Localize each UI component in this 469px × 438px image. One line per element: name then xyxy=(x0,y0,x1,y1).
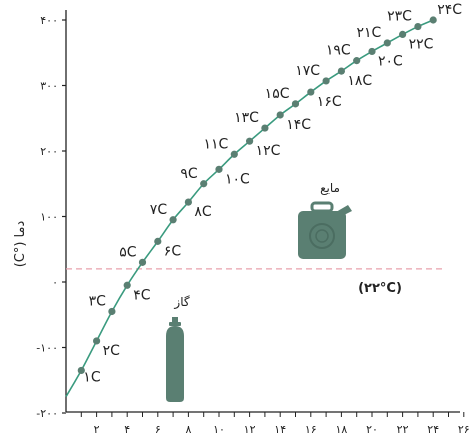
data-point xyxy=(77,366,85,375)
data-point xyxy=(215,165,223,173)
liquid-label: مایع xyxy=(320,181,340,195)
point-label: ۱۱C xyxy=(203,136,228,152)
point-label: ۱۴C xyxy=(286,117,311,133)
x-tick-label: ۱۸ xyxy=(335,423,347,436)
point-label: ۱۰C xyxy=(225,171,250,187)
data-point xyxy=(230,150,238,158)
gas-cylinder-icon xyxy=(166,317,184,402)
x-tick-label: ۸ xyxy=(185,423,191,436)
point-label: ۱۵C xyxy=(265,86,290,102)
point-label: ۲۳C xyxy=(387,9,412,25)
data-point xyxy=(383,39,391,47)
data-point xyxy=(138,258,147,266)
x-tick-label: ۲۲ xyxy=(397,423,409,436)
data-point xyxy=(123,281,131,289)
y-tick-label: ۱۰۰ xyxy=(40,211,58,224)
jerrycan-icon xyxy=(298,201,352,259)
point-label: ۹C xyxy=(180,166,198,182)
y-tick-label: -۲۰۰ xyxy=(36,407,58,420)
point-label: ۱۷C xyxy=(295,63,320,79)
data-point xyxy=(291,100,300,108)
data-point xyxy=(399,30,407,39)
point-label: ۲۱C xyxy=(356,25,381,41)
y-tick-label: ۲۰۰ xyxy=(40,145,58,158)
gas-label: گاز xyxy=(173,295,189,310)
point-label: ۲۲C xyxy=(409,36,434,52)
y-tick-label: ۴۰۰ xyxy=(40,14,58,27)
point-label: ۷C xyxy=(150,202,168,218)
point-label: ۲۴C xyxy=(437,2,462,18)
y-tick-label: -۱۰۰ xyxy=(36,342,58,355)
room-temperature-label: (۲۲°C) xyxy=(358,281,402,296)
data-point xyxy=(429,16,437,24)
data-point xyxy=(307,88,315,96)
x-tick-label: ۶ xyxy=(155,423,161,436)
data-point xyxy=(276,111,284,119)
point-label: ۱C xyxy=(83,369,101,385)
x-tick-label: ۱۲ xyxy=(244,423,256,436)
point-label: ۲C xyxy=(103,343,121,359)
data-point xyxy=(368,47,376,56)
point-label: ۱۹C xyxy=(326,43,351,59)
x-tick-label: ۱۶ xyxy=(305,423,317,436)
y-tick-label: ۰ xyxy=(52,276,58,289)
series-line xyxy=(65,19,434,398)
x-tick-label: ۲۰ xyxy=(366,423,378,436)
data-point xyxy=(353,57,361,65)
data-point xyxy=(169,216,177,224)
point-label: ۶C xyxy=(164,243,182,259)
data-point xyxy=(337,67,345,75)
x-tick-label: ۲۴ xyxy=(427,423,439,436)
data-point xyxy=(184,198,192,206)
point-label: ۲۰C xyxy=(378,53,403,69)
data-point xyxy=(154,237,162,245)
point-label: ۳C xyxy=(89,293,107,309)
x-tick-label: ۱۰ xyxy=(213,423,225,436)
data-points xyxy=(77,16,437,375)
data-point xyxy=(246,137,254,145)
data-point xyxy=(93,337,101,345)
data-point xyxy=(414,22,422,31)
axes xyxy=(65,10,460,413)
x-tick-label: ۴ xyxy=(124,423,130,436)
x-tick-label: ۲ xyxy=(94,423,100,436)
point-label: ۱۶C xyxy=(317,94,342,110)
point-label: ۴C xyxy=(133,287,151,303)
y-axis-label: (C°) دما xyxy=(13,221,28,268)
data-point xyxy=(261,124,269,132)
point-label: ۱۸C xyxy=(347,73,372,89)
point-label: ۱۳C xyxy=(234,110,259,126)
x-tick-label: ۱۴ xyxy=(274,423,286,436)
data-point xyxy=(108,307,116,316)
y-tick-label: ۳۰۰ xyxy=(40,80,58,93)
point-label: ۱۲C xyxy=(256,143,281,159)
data-point xyxy=(322,77,330,85)
point-label: ۵C xyxy=(119,244,137,260)
data-point xyxy=(200,180,208,188)
x-tick-label: ۲۶ xyxy=(458,423,469,436)
point-label: ۸C xyxy=(194,204,212,220)
